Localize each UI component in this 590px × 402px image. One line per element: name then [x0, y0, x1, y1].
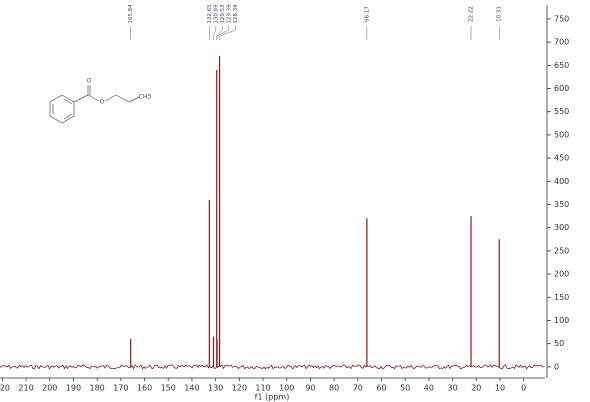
peak-label: 128.34: [233, 4, 239, 24]
x-tick-label: 100: [279, 384, 294, 393]
y-tick-label: 50: [554, 339, 564, 348]
atom-label: CH3: [139, 94, 152, 101]
bond: [63, 98, 73, 105]
structure: [49, 85, 140, 124]
x-tick-label: 60: [376, 384, 386, 393]
x-tick-label: 210: [18, 384, 33, 393]
peak-label: 129.53: [220, 4, 226, 24]
peak-label: 129.39: [226, 4, 232, 24]
ring: [49, 94, 75, 124]
bond: [128, 96, 140, 103]
x-tick-label: 180: [90, 384, 105, 393]
y-tick-label: 600: [554, 84, 569, 93]
y-tick-label: 150: [554, 293, 569, 302]
x-tick-label: 150: [161, 384, 176, 393]
x-tick-label: 130: [208, 384, 223, 393]
peak-leader: [216, 26, 230, 40]
x-tick-label: 220: [0, 384, 10, 393]
y-tick-label: 750: [554, 14, 569, 23]
bond: [115, 94, 130, 103]
bond: [73, 94, 89, 103]
x-tick-label: 120: [232, 384, 247, 393]
y-tick-label: 100: [554, 316, 569, 325]
y-tick-label: 200: [554, 270, 569, 279]
y-tick-label: 0: [554, 362, 559, 371]
x-axis-title: f1 (ppm): [255, 393, 290, 402]
y-tick-label: 700: [554, 38, 569, 47]
atom-label: O: [87, 78, 92, 85]
y-tick-label: 650: [554, 61, 569, 70]
y-tick-label: 300: [554, 223, 569, 232]
x-tick-label: 160: [137, 384, 152, 393]
x-tick-label: 30: [447, 384, 457, 393]
baseline-noise: [0, 364, 545, 370]
atom-label: O: [100, 99, 105, 106]
x-tick-label: 80: [329, 384, 339, 393]
x-tick-label: 170: [113, 384, 128, 393]
y-tick-label: 500: [554, 130, 569, 139]
x-tick-label: 200: [42, 384, 57, 393]
bond: [104, 94, 117, 102]
x-tick-label: 70: [353, 384, 363, 393]
x-tick-label: 20: [471, 384, 481, 393]
peak-label: 132.65: [207, 4, 213, 24]
x-tick-label: 50: [400, 384, 410, 393]
peak-label: 66.17: [364, 6, 370, 22]
x-tick-label: 190: [66, 384, 81, 393]
y-tick-label: 400: [554, 177, 569, 186]
peak-label: 22.22: [469, 6, 475, 22]
y-tick-label: 250: [554, 246, 569, 255]
x-tick-label: 110: [255, 384, 270, 393]
peak-leader: [213, 26, 217, 40]
peak-label: 10.31: [497, 6, 503, 22]
y-tick-label: 350: [554, 200, 569, 209]
bond: [87, 94, 100, 102]
x-tick-label: 0: [521, 384, 526, 393]
peak-leader: [219, 26, 236, 40]
peak-leader: [216, 26, 223, 40]
bond: [63, 113, 73, 120]
peak-label: 165.84: [128, 4, 134, 24]
x-tick-label: 10: [495, 384, 505, 393]
peak-label: 130.89: [213, 4, 219, 24]
y-tick-label: 550: [554, 107, 569, 116]
x-tick-label: 140: [184, 384, 199, 393]
x-tick-label: 40: [424, 384, 434, 393]
y-tick-label: 450: [554, 154, 569, 163]
x-tick-label: 90: [305, 384, 315, 393]
